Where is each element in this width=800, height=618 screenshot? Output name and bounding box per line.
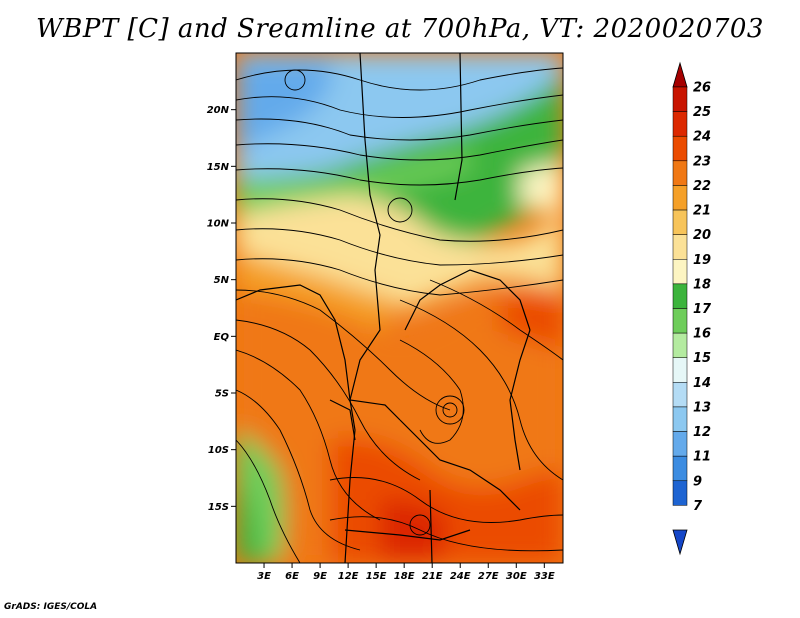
lon-label: 21E	[422, 571, 443, 582]
colorbar-top-arrow	[672, 61, 688, 88]
latitude-axis: 20N 15N 10N 5N EQ 5S 10S 15S	[207, 105, 236, 513]
colorbar-swatch	[672, 480, 688, 506]
colorbar-label: 9	[693, 474, 702, 489]
colorbar-label: 23	[693, 154, 711, 169]
colorbar-swatch	[672, 406, 688, 432]
lon-label: 3E	[257, 571, 271, 582]
colorbar-bottom-arrow	[672, 529, 688, 556]
colorbar-swatch	[672, 209, 688, 235]
lat-label: 20N	[207, 105, 230, 116]
colorbar-label: 24	[693, 130, 711, 145]
lat-label: 10S	[208, 445, 229, 456]
colorbar-swatch	[672, 357, 688, 383]
lon-label: 9E	[313, 571, 327, 582]
colorbar-swatch	[672, 308, 688, 334]
colorbar-swatch	[672, 234, 688, 260]
colorbar-label: 14	[693, 376, 711, 391]
lat-label: 15N	[207, 162, 230, 173]
lon-label: 30E	[506, 571, 527, 582]
colorbar-swatch	[672, 185, 688, 211]
lat-label: EQ	[214, 332, 230, 343]
wbpt-shading	[236, 53, 563, 563]
lat-label: 5N	[214, 275, 230, 286]
colorbar-label: 11	[693, 450, 711, 465]
colorbar-label: 21	[693, 204, 711, 219]
longitude-axis: 3E 6E 9E 12E 15E 18E 21E 24E 27E 30E 33E	[257, 563, 555, 582]
colorbar-label: 15	[693, 351, 711, 366]
colorbar-label: 18	[693, 277, 711, 292]
colorbar-swatch	[672, 455, 688, 482]
lat-label: 5S	[215, 389, 229, 400]
map-frame	[235, 52, 564, 564]
lon-label: 18E	[394, 571, 415, 582]
colorbar-swatch	[672, 86, 688, 112]
colorbar-label: 22	[693, 179, 711, 194]
colorbar-label: 17	[693, 302, 712, 317]
colorbar-label: 19	[693, 253, 711, 268]
lon-label: 24E	[450, 571, 471, 582]
colorbar-swatch	[672, 332, 688, 358]
lon-label: 27E	[478, 571, 499, 582]
colorbar-swatch	[672, 135, 688, 162]
colorbar-swatch	[672, 259, 688, 285]
lat-label: 10N	[207, 219, 230, 230]
lon-label: 33E	[534, 571, 555, 582]
streamlines	[236, 67, 563, 563]
colorbar-swatch	[672, 160, 688, 186]
colorbar-label: 20	[693, 228, 711, 243]
colorbar-label: 25	[693, 105, 711, 120]
colorbar-label: 7	[693, 499, 703, 514]
lon-label: 15E	[366, 571, 387, 582]
colorbar-swatch	[672, 283, 688, 309]
footer-credit: GrADS: IGES/COLA	[4, 602, 98, 612]
colorbar-swatch	[672, 382, 688, 408]
lon-label: 6E	[285, 571, 299, 582]
colorbar-label: 26	[693, 81, 711, 96]
colorbar-label: 16	[693, 327, 711, 342]
country-borders	[236, 53, 531, 563]
colorbar-swatch	[672, 111, 688, 137]
colorbar-label: 12	[693, 425, 711, 440]
lat-label: 15S	[208, 502, 229, 513]
map-title: WBPT [C] and Sreamline at 700hPa, VT: 20…	[36, 14, 764, 44]
lon-label: 12E	[338, 571, 359, 582]
colorbar-swatch	[672, 431, 688, 457]
colorbar-label: 13	[693, 400, 711, 415]
colorbar: 26 25 24 23 22 21 20 19 18 17 16 15 14 13 12 11 9 7	[672, 61, 712, 556]
